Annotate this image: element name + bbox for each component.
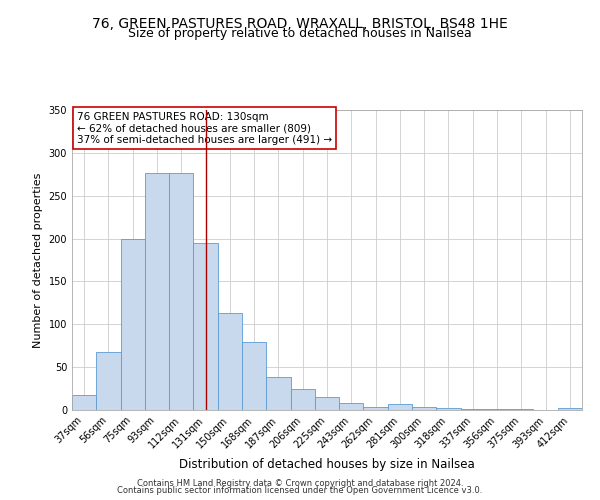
Bar <box>145 172 169 410</box>
Bar <box>96 352 121 410</box>
Bar <box>509 409 533 410</box>
Bar <box>315 397 339 410</box>
Text: 76, GREEN PASTURES ROAD, WRAXALL, BRISTOL, BS48 1HE: 76, GREEN PASTURES ROAD, WRAXALL, BRISTO… <box>92 18 508 32</box>
Text: 76 GREEN PASTURES ROAD: 130sqm
← 62% of detached houses are smaller (809)
37% of: 76 GREEN PASTURES ROAD: 130sqm ← 62% of … <box>77 112 332 144</box>
Bar <box>121 238 145 410</box>
Bar <box>558 408 582 410</box>
Bar <box>339 403 364 410</box>
Bar <box>290 388 315 410</box>
Text: Contains public sector information licensed under the Open Government Licence v3: Contains public sector information licen… <box>118 486 482 495</box>
Y-axis label: Number of detached properties: Number of detached properties <box>33 172 43 348</box>
Bar <box>169 172 193 410</box>
Bar <box>485 409 509 410</box>
Bar <box>364 408 388 410</box>
Bar <box>461 409 485 410</box>
Bar <box>72 394 96 410</box>
X-axis label: Distribution of detached houses by size in Nailsea: Distribution of detached houses by size … <box>179 458 475 471</box>
Bar <box>218 313 242 410</box>
Bar <box>412 406 436 410</box>
Bar <box>266 376 290 410</box>
Bar <box>388 404 412 410</box>
Bar <box>436 408 461 410</box>
Bar <box>193 243 218 410</box>
Text: Size of property relative to detached houses in Nailsea: Size of property relative to detached ho… <box>128 28 472 40</box>
Bar <box>242 342 266 410</box>
Text: Contains HM Land Registry data © Crown copyright and database right 2024.: Contains HM Land Registry data © Crown c… <box>137 478 463 488</box>
